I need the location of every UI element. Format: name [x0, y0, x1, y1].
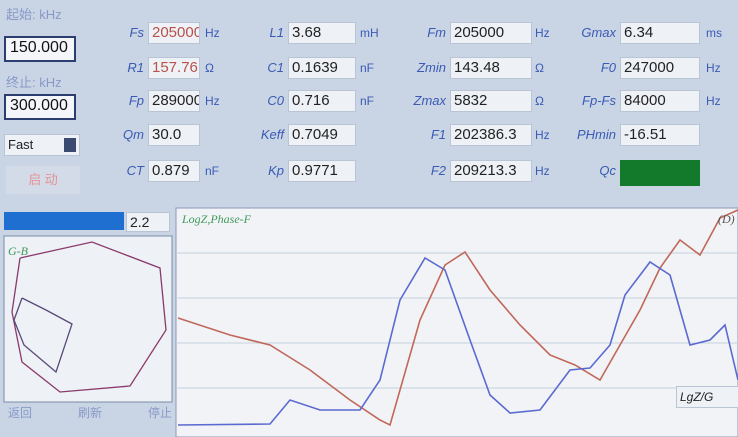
param-unit: mH	[360, 26, 379, 40]
param-label: Qc	[599, 163, 616, 178]
progress-value: 2.2	[126, 212, 170, 232]
param-unit: nF	[205, 164, 220, 178]
start-input[interactable]: 150.000	[4, 36, 76, 62]
param-value: 157.76	[148, 57, 200, 79]
param-label: C1	[267, 60, 284, 75]
plot-frame	[175, 207, 738, 437]
param-unit: Hz	[535, 26, 550, 40]
param-value: 289000	[148, 90, 200, 112]
param-value: -16.51	[620, 124, 700, 146]
param-unit: Hz	[535, 128, 550, 142]
legend: LgZ/G	[676, 386, 738, 408]
param-value: 205000	[148, 22, 200, 44]
start-label: 起始: kHz	[6, 7, 62, 22]
param-value: 5832	[450, 90, 532, 112]
param-label: Kp	[268, 163, 284, 178]
param-label: F2	[430, 163, 446, 178]
param-value: 0.1639	[288, 57, 356, 79]
param-label: Zmin	[417, 60, 446, 75]
param-label: F0	[600, 60, 616, 75]
bottom-buttons: 返回 刷新 停止	[8, 404, 172, 421]
mode-select[interactable]: Fast	[4, 134, 80, 156]
plot-title: LogZ,Phase-F	[182, 212, 251, 226]
nav-button[interactable]: 刷新	[77, 406, 102, 420]
nav-button[interactable]: 停止	[147, 406, 172, 420]
status-indicator	[620, 160, 700, 186]
param-unit: Ω	[205, 61, 214, 75]
nav-button[interactable]: 返回	[8, 406, 33, 420]
stop-input[interactable]: 300.000	[4, 94, 76, 120]
param-unit: nF	[360, 94, 375, 108]
param-value: 30.0	[148, 124, 200, 146]
param-value: 205000	[450, 22, 532, 44]
start-button[interactable]: 启 动	[6, 166, 80, 194]
param-unit: Hz	[706, 61, 721, 75]
param-value: 0.879	[148, 160, 200, 182]
param-label: CT	[126, 163, 144, 178]
param-unit: nF	[360, 61, 375, 75]
param-value: 143.48	[450, 57, 532, 79]
logz-curve	[177, 256, 738, 426]
gb-frame	[3, 235, 173, 403]
param-unit: Ω	[535, 61, 544, 75]
param-value: 0.716	[288, 90, 356, 112]
param-label: R1	[127, 60, 144, 75]
stop-label: 终止: kHz	[6, 75, 62, 90]
param-value: 3.68	[288, 22, 356, 44]
param-value: 0.9771	[288, 160, 356, 182]
param-label: PHmin	[576, 127, 616, 142]
param-label: F1	[430, 127, 446, 142]
corner-label: (D)	[718, 212, 735, 226]
dropdown-arrow	[64, 138, 76, 152]
param-label: Fp	[128, 93, 144, 108]
param-value: 247000	[620, 57, 700, 79]
param-label: Fm	[427, 25, 446, 40]
param-label: Fs	[129, 25, 144, 40]
param-unit: Hz	[205, 26, 220, 40]
param-value: 84000	[620, 90, 700, 112]
param-value: 0.7049	[288, 124, 356, 146]
param-unit: Hz	[535, 164, 550, 178]
param-label: Qm	[123, 127, 144, 142]
param-label: Zmax	[413, 93, 447, 108]
progress-bar	[4, 212, 124, 230]
param-value: 209213.3	[450, 160, 532, 182]
param-unit: Hz	[706, 94, 721, 108]
param-value: 202386.3	[450, 124, 532, 146]
param-unit: Hz	[205, 94, 220, 108]
param-value: 6.34	[620, 22, 700, 44]
grid	[176, 252, 738, 389]
param-label: Gmax	[581, 25, 616, 40]
gb-curve	[11, 241, 167, 393]
param-unit: ms	[706, 26, 722, 40]
gb-title: G-B	[8, 244, 28, 258]
gb-curve-inner	[13, 297, 73, 374]
param-label: Keff	[260, 127, 284, 142]
param-unit: Ω	[535, 94, 544, 108]
param-label: Fp-Fs	[582, 93, 616, 108]
phase-curve	[177, 209, 738, 427]
param-label: C0	[267, 93, 284, 108]
param-label: L1	[269, 25, 284, 40]
